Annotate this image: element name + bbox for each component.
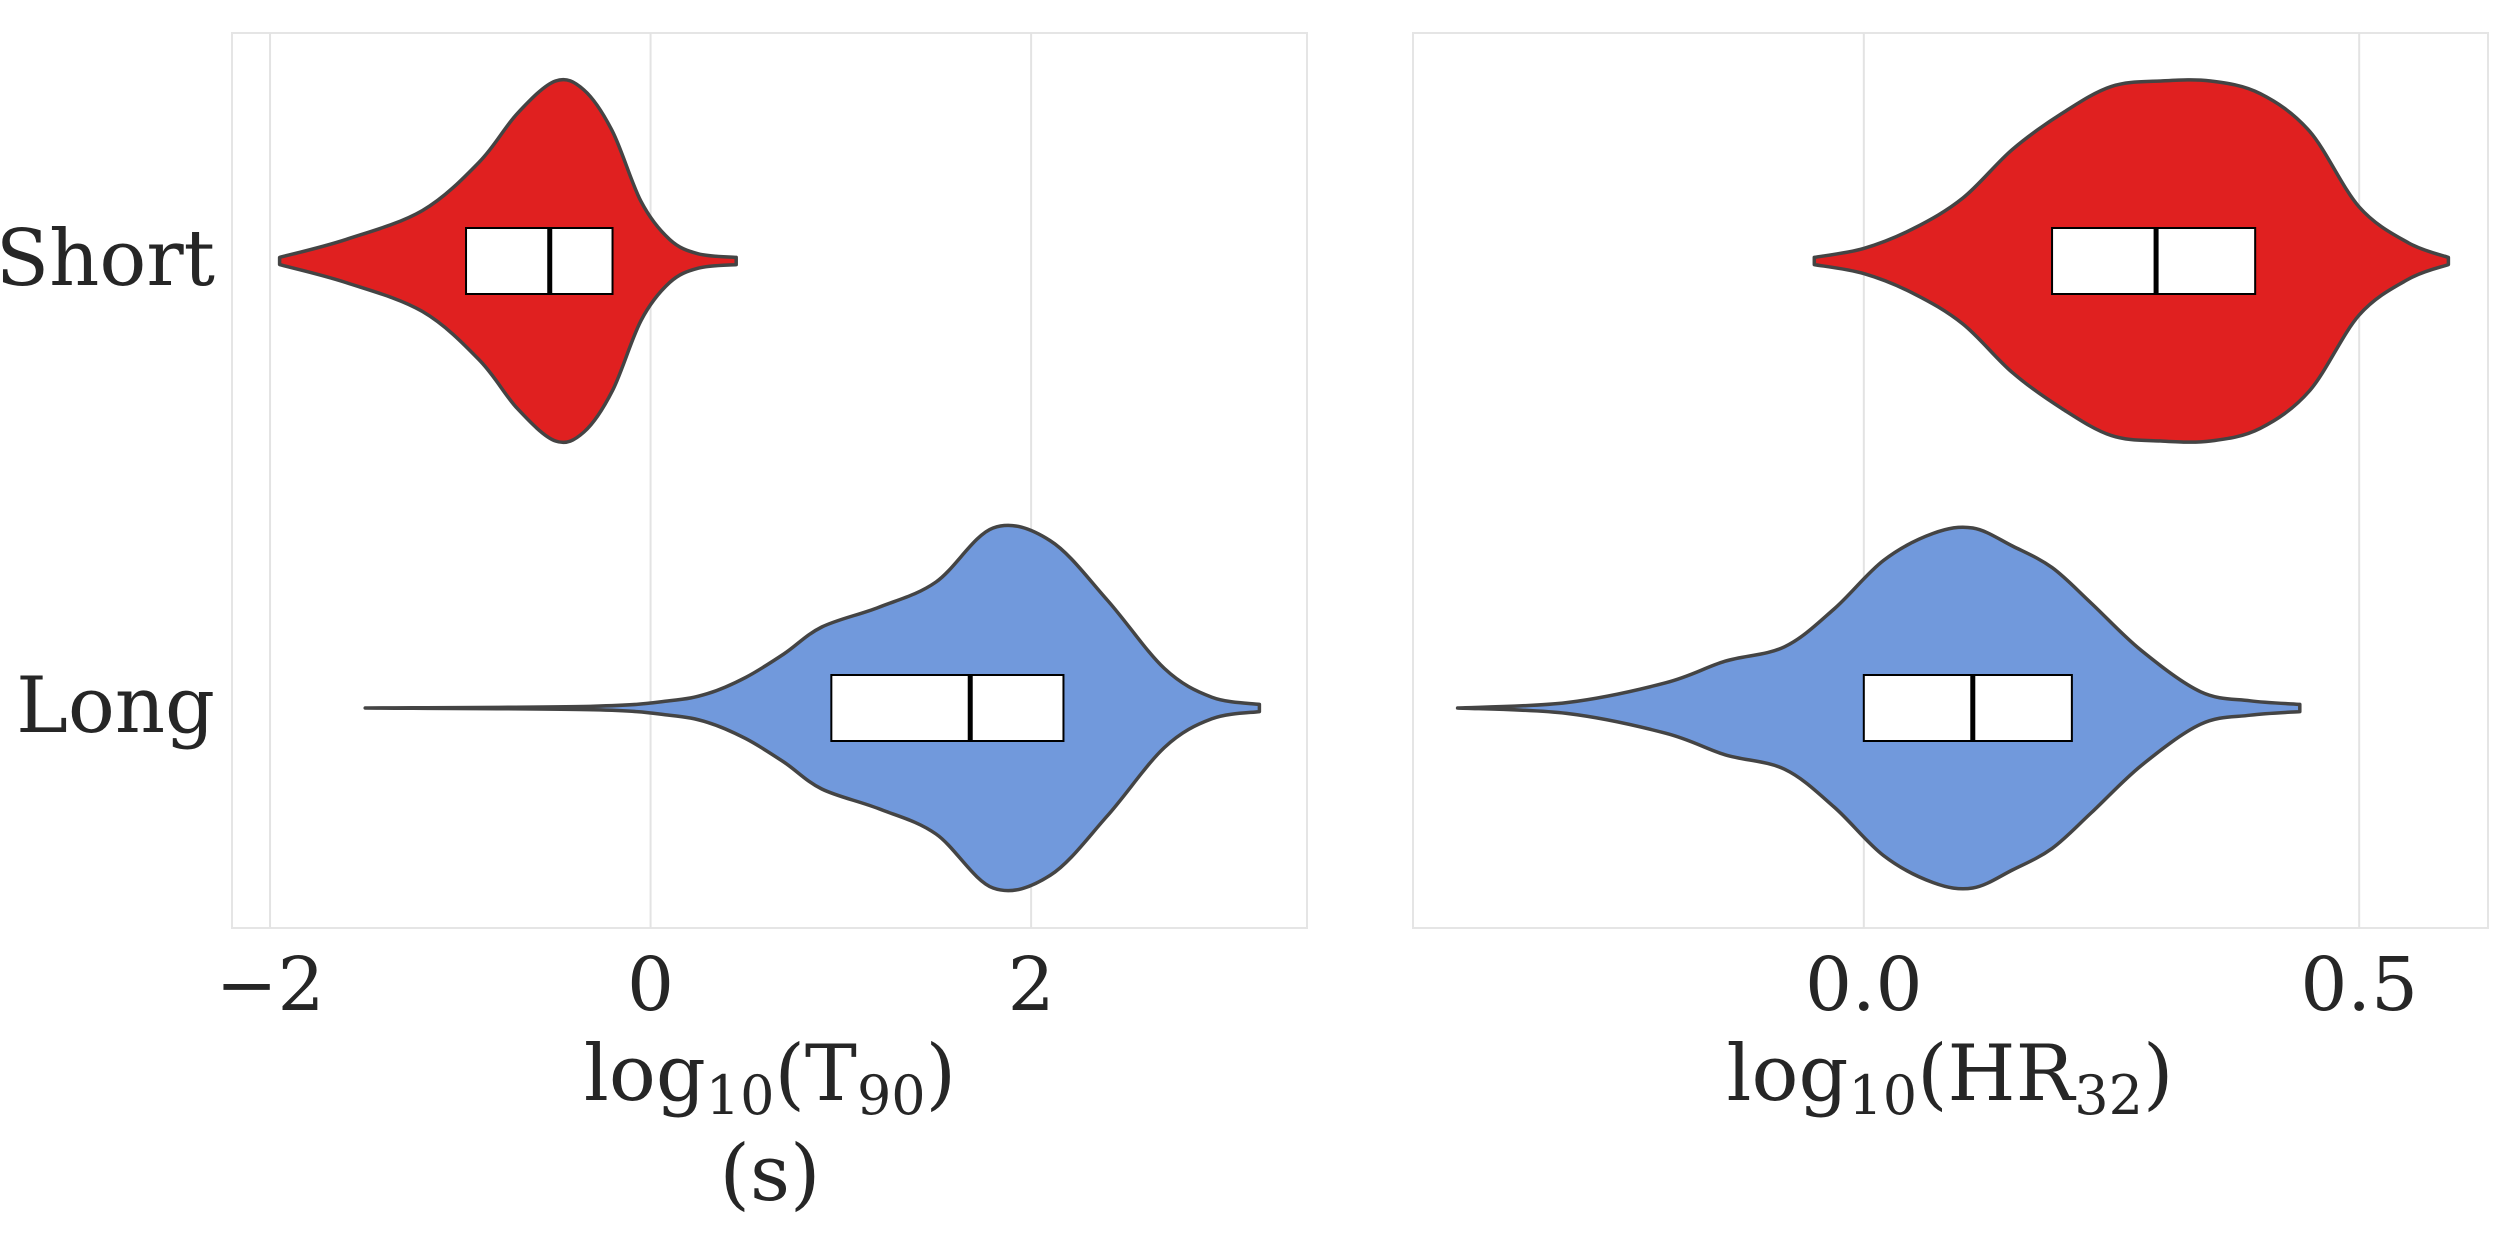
panel-t90: −2 0 2 Short Long log10(T90) (s) xyxy=(0,32,1308,1219)
category-label-long: Long xyxy=(16,661,215,751)
x-axis-label-log-base: 10 xyxy=(706,1064,775,1127)
violin-long xyxy=(363,523,1262,893)
x-tick-labels: 0.0 0.5 xyxy=(1805,942,2418,1028)
iqr-box-long xyxy=(830,674,1065,742)
x-tick-labels: −2 0 2 xyxy=(216,942,1055,1028)
plot-area-frame xyxy=(231,32,1308,929)
panel-hr32: 0.0 0.5 log10(HR32) xyxy=(1412,32,2489,1127)
category-label-short: Short xyxy=(0,214,215,304)
x-axis-label: log10(T90) xyxy=(584,1029,956,1127)
x-tick-label: 0.0 xyxy=(1805,942,1923,1028)
x-axis-label-paren-close: ) xyxy=(926,1029,956,1119)
x-tick-label: 0 xyxy=(627,942,674,1028)
category-labels: Short Long xyxy=(0,214,215,751)
x-axis-label-paren-open: ( xyxy=(1917,1029,1947,1119)
x-axis-label-variable: T xyxy=(805,1029,857,1119)
x-axis-label: log10(HR32) xyxy=(1727,1029,2174,1127)
x-axis-label-variable-sub: 90 xyxy=(857,1064,926,1127)
x-axis-label-variable-sub: 32 xyxy=(2074,1064,2143,1127)
violins xyxy=(277,77,1262,893)
x-axis-label-paren-open: ( xyxy=(774,1029,804,1119)
x-axis-label-log: log xyxy=(584,1029,706,1119)
x-tick-label: −2 xyxy=(216,942,325,1028)
x-axis-unit: (s) xyxy=(720,1129,821,1219)
x-axis-label-log: log xyxy=(1727,1029,1849,1119)
iqr-box-short xyxy=(465,227,614,295)
violins xyxy=(1455,78,2451,891)
x-axis-label-log-base: 10 xyxy=(1848,1064,1917,1127)
x-tick-label: 2 xyxy=(1008,942,1055,1028)
x-axis-label-variable: HR xyxy=(1948,1029,2077,1119)
x-tick-label: 0.5 xyxy=(2300,942,2418,1028)
x-axis-label-paren-close: ) xyxy=(2143,1029,2173,1119)
iqr-box-long xyxy=(1862,674,2073,742)
